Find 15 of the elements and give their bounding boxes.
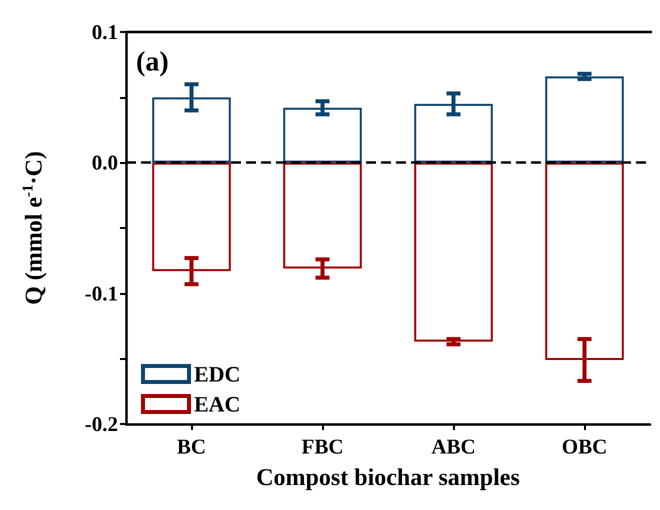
x-tick-label: ABC bbox=[431, 434, 476, 458]
x-tick-label: BC bbox=[176, 434, 206, 458]
x-axis-title: Compost biochar samples bbox=[256, 465, 520, 491]
x-tick-label: OBC bbox=[562, 434, 608, 458]
y-tick-label: -0.1 bbox=[84, 281, 118, 306]
annotation: (a) bbox=[136, 46, 169, 78]
y-tick-label: 0.0 bbox=[92, 150, 118, 175]
bar bbox=[545, 76, 624, 163]
legend-label: EDC bbox=[194, 362, 240, 386]
legend-label: EAC bbox=[194, 392, 240, 416]
y-axis-title: Q (mmol e-1·C) bbox=[20, 151, 48, 305]
y-tick-label: 0.1 bbox=[92, 20, 118, 44]
x-tick-label: FBC bbox=[302, 434, 344, 458]
y-tick-label: -0.2 bbox=[84, 412, 118, 436]
bar bbox=[283, 108, 362, 163]
